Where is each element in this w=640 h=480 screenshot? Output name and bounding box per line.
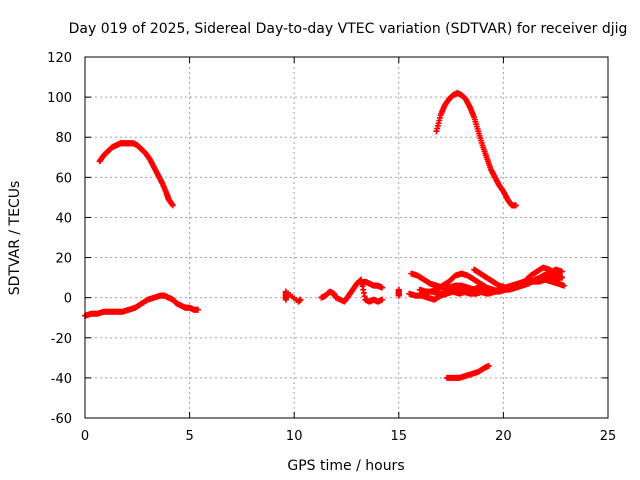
series-points-10h <box>282 288 304 305</box>
data-point <box>558 268 565 275</box>
series-arc-early-low <box>82 292 201 319</box>
data-point <box>169 202 176 209</box>
y-tick-label: -20 <box>51 332 72 347</box>
plot-frame <box>84 56 609 419</box>
series-points-15h <box>395 286 402 299</box>
x-axis-label: GPS time / hours <box>287 458 404 474</box>
data-series <box>82 90 568 381</box>
data-point <box>379 296 386 303</box>
grid <box>85 57 608 418</box>
x-tick-label: 25 <box>600 429 617 444</box>
x-tick-label: 10 <box>286 429 303 444</box>
y-tick-label: -60 <box>51 412 72 427</box>
y-tick-label: 40 <box>55 211 72 226</box>
data-point <box>558 274 565 281</box>
data-point <box>297 296 304 303</box>
series-points-12h <box>318 276 386 305</box>
data-point <box>561 282 568 289</box>
y-tick-label: 60 <box>55 171 72 186</box>
axis-ticks: 0 5 10 15 20 25 -60 -40 -20 0 20 40 60 80 100 120 <box>47 51 616 444</box>
series-arc-13h <box>358 278 386 291</box>
x-tick-label: 5 <box>185 429 193 444</box>
data-point <box>194 306 201 313</box>
series-cluster-e <box>416 276 568 297</box>
x-tick-label: 0 <box>81 429 89 444</box>
x-tick-label: 20 <box>495 429 512 444</box>
data-point <box>485 362 492 369</box>
data-point <box>379 284 386 291</box>
data-point <box>395 286 402 293</box>
series-arc-early-high <box>96 140 176 209</box>
y-tick-label: 80 <box>55 131 72 146</box>
y-axis-label: SDTVAR / TECUs <box>7 181 23 296</box>
y-tick-label: 20 <box>55 252 72 267</box>
y-tick-label: 100 <box>47 91 72 106</box>
y-tick-label: -40 <box>51 372 72 387</box>
series-arc-late-low <box>443 362 492 381</box>
x-tick-label: 15 <box>391 429 408 444</box>
data-point <box>512 202 519 209</box>
chart-title: Day 019 of 2025, Sidereal Day-to-day VTE… <box>69 21 628 37</box>
y-tick-label: 0 <box>64 292 72 307</box>
series-arc-late-high <box>433 90 519 209</box>
y-tick-label: 120 <box>47 51 72 66</box>
